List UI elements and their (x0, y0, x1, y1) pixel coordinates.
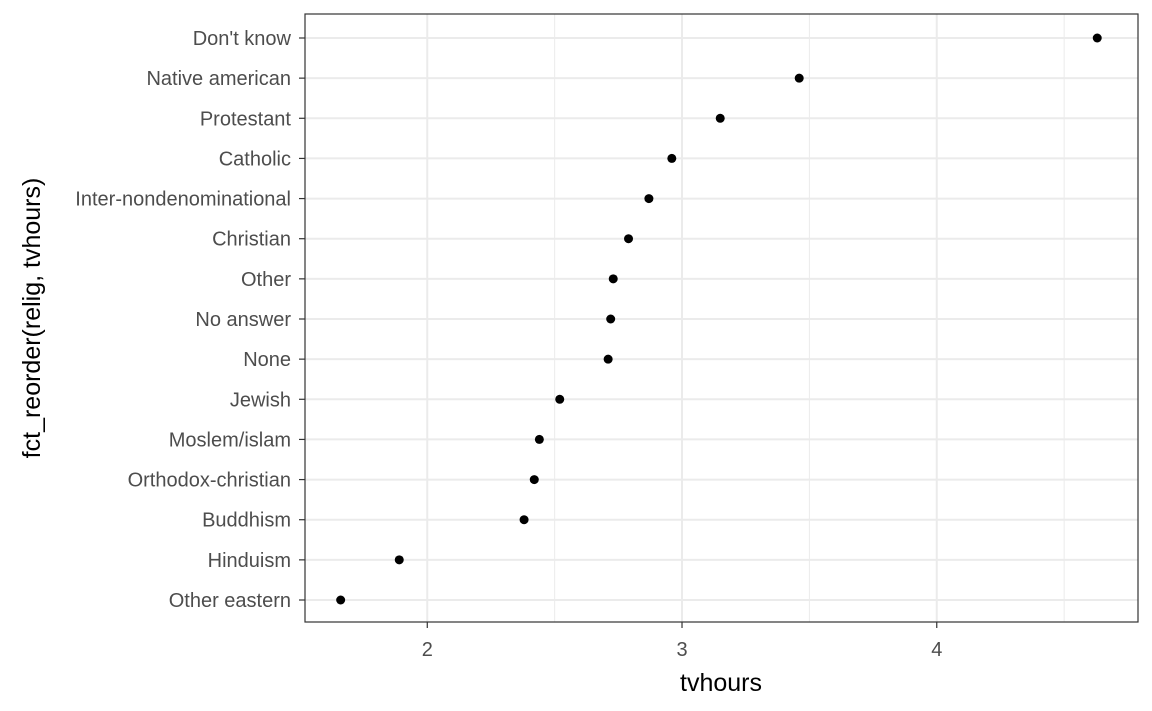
data-point (794, 73, 804, 83)
y-tick-label: No answer (195, 309, 291, 331)
y-tick-label: Other (241, 269, 291, 291)
y-tick-label: None (243, 349, 291, 371)
y-tick-label: Protestant (200, 108, 292, 130)
panel-border (304, 13, 1139, 623)
data-point (394, 555, 404, 565)
y-tick-label: Jewish (230, 389, 291, 411)
y-tick-label: Inter-nondenominational (75, 189, 291, 211)
data-point (603, 354, 613, 364)
data-point (555, 394, 565, 404)
y-tick-label: Don't know (193, 28, 292, 50)
x-axis-title: tvhours (680, 669, 762, 697)
y-axis-title: fct_reorder(relig, tvhours) (18, 178, 46, 459)
data-point (608, 274, 618, 284)
data-point (519, 515, 529, 525)
data-point (715, 113, 725, 123)
x-tick-label: 4 (931, 639, 942, 661)
data-point (624, 234, 634, 244)
data-point (667, 153, 677, 163)
x-axis-ticks: 2 3 4 (422, 622, 942, 661)
y-tick-label: Christian (212, 229, 291, 251)
data-point (644, 194, 654, 204)
y-tick-label: Native american (146, 68, 291, 90)
y-tick-label: Moslem/islam (169, 429, 291, 451)
data-point (529, 475, 539, 485)
y-tick-label: Hinduism (208, 550, 291, 572)
y-tick-label: Buddhism (202, 510, 291, 532)
data-point (534, 434, 544, 444)
data-point (336, 595, 346, 605)
y-tick-label: Other eastern (169, 590, 291, 612)
y-tick-label: Orthodox-christian (128, 470, 291, 492)
data-point (606, 314, 616, 324)
x-tick-label: 3 (676, 639, 687, 661)
y-axis-ticks: Don't know Native american Protestant Catho… (75, 28, 305, 612)
data-point (1092, 33, 1102, 43)
y-tick-label: Catholic (219, 148, 291, 170)
data-points (336, 33, 1102, 605)
x-tick-label: 2 (422, 639, 433, 661)
grid-major (305, 14, 1138, 622)
